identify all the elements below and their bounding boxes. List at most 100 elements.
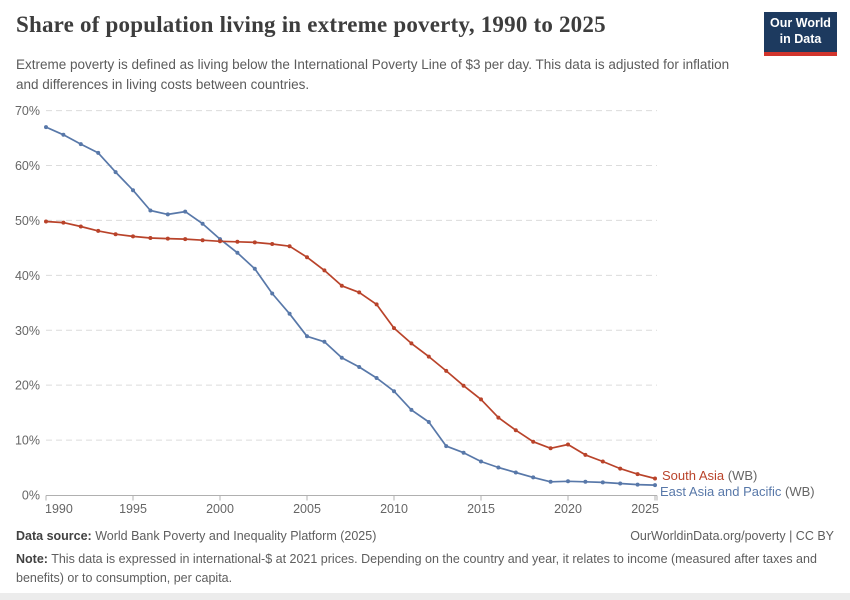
series-point-south-asia[interactable] [183, 237, 188, 242]
series-point-south-asia[interactable] [444, 368, 449, 373]
series-point-east-asia-and-pacific[interactable] [148, 208, 153, 213]
series-point-east-asia-and-pacific[interactable] [252, 266, 257, 271]
series-point-south-asia[interactable] [496, 415, 501, 420]
series-point-south-asia[interactable] [44, 219, 48, 224]
chart-title: Share of population living in extreme po… [16, 12, 606, 37]
series-point-east-asia-and-pacific[interactable] [78, 142, 83, 147]
owid-logo-line2: in Data [779, 32, 822, 46]
series-point-east-asia-and-pacific[interactable] [357, 365, 362, 369]
series-point-south-asia[interactable] [374, 302, 379, 307]
series-point-east-asia-and-pacific[interactable] [426, 420, 431, 424]
chart-subtitle: Extreme poverty is defined as living bel… [16, 57, 730, 93]
series-point-east-asia-and-pacific[interactable] [235, 250, 240, 255]
chart-footer: Data source: World Bank Poverty and Ineq… [16, 529, 834, 588]
series-point-east-asia-and-pacific[interactable] [305, 334, 309, 339]
series-point-south-asia[interactable] [287, 244, 292, 249]
series-point-south-asia[interactable] [322, 268, 327, 273]
data-source-line: Data source: World Bank Poverty and Ineq… [16, 529, 376, 543]
series-point-south-asia[interactable] [235, 239, 240, 244]
series-point-south-asia[interactable] [200, 238, 205, 243]
series-point-south-asia[interactable] [635, 472, 640, 477]
series-point-south-asia[interactable] [548, 446, 553, 451]
y-tick-label: 30% [15, 324, 40, 338]
series-point-south-asia[interactable] [600, 459, 605, 464]
y-tick-label: 0% [22, 489, 40, 503]
y-tick-label: 40% [15, 269, 40, 283]
series-point-east-asia-and-pacific[interactable] [618, 481, 623, 486]
series-point-east-asia-and-pacific[interactable] [409, 407, 414, 412]
series-end-label-south-asia[interactable]: South Asia (WB) [662, 468, 757, 483]
series-point-south-asia[interactable] [357, 290, 362, 295]
series-point-east-asia-and-pacific[interactable] [96, 150, 101, 155]
series-point-east-asia-and-pacific[interactable] [444, 444, 449, 449]
note-label: Note: [16, 552, 48, 566]
series-point-south-asia[interactable] [305, 255, 309, 260]
x-tick-label: 2010 [380, 502, 408, 516]
series-point-east-asia-and-pacific[interactable] [566, 479, 570, 484]
series-point-east-asia-and-pacific[interactable] [322, 339, 327, 344]
series-point-east-asia-and-pacific[interactable] [392, 389, 396, 394]
series-point-east-asia-and-pacific[interactable] [653, 483, 657, 488]
series-line-east-asia-and-pacific[interactable] [45, 126, 656, 486]
series-point-east-asia-and-pacific[interactable] [548, 479, 553, 484]
series-point-south-asia[interactable] [392, 326, 396, 331]
series-point-east-asia-and-pacific[interactable] [270, 291, 275, 296]
series-point-south-asia[interactable] [426, 354, 431, 359]
series-point-east-asia-and-pacific[interactable] [183, 209, 188, 214]
x-tick-label: 2015 [467, 502, 495, 516]
x-tick-label: 2005 [293, 502, 321, 516]
series-point-south-asia[interactable] [252, 240, 257, 245]
series-point-east-asia-and-pacific[interactable] [635, 482, 640, 487]
series-point-south-asia[interactable] [339, 283, 344, 288]
series-point-south-asia[interactable] [479, 397, 483, 402]
series-point-east-asia-and-pacific[interactable] [583, 479, 588, 484]
page-bottom-strip [0, 593, 850, 600]
series-point-south-asia[interactable] [78, 224, 83, 229]
series-point-east-asia-and-pacific[interactable] [531, 475, 536, 480]
series-point-east-asia-and-pacific[interactable] [339, 355, 344, 360]
y-tick-label: 70% [15, 104, 40, 118]
series-point-east-asia-and-pacific[interactable] [113, 170, 118, 175]
series-point-east-asia-and-pacific[interactable] [165, 212, 170, 217]
series-point-south-asia[interactable] [513, 428, 518, 433]
y-tick-label: 10% [15, 434, 40, 448]
series-point-east-asia-and-pacific[interactable] [600, 480, 605, 485]
series-point-south-asia[interactable] [131, 234, 135, 239]
series-point-south-asia[interactable] [218, 239, 222, 244]
series-point-east-asia-and-pacific[interactable] [61, 132, 66, 137]
series-point-east-asia-and-pacific[interactable] [496, 465, 501, 470]
x-tick-label: 2025 [631, 502, 659, 516]
owid-license-link[interactable]: OurWorldinData.org/poverty | CC BY [630, 529, 834, 543]
series-point-south-asia[interactable] [566, 442, 570, 447]
series-point-east-asia-and-pacific[interactable] [44, 125, 48, 130]
series-point-south-asia[interactable] [409, 341, 414, 346]
series-point-east-asia-and-pacific[interactable] [131, 188, 135, 193]
x-tick-label: 2000 [206, 502, 234, 516]
series-point-south-asia[interactable] [531, 439, 536, 444]
series-point-south-asia[interactable] [583, 452, 588, 457]
series-point-south-asia[interactable] [165, 236, 170, 241]
owid-logo[interactable]: Our World in Data [764, 12, 837, 56]
series-point-south-asia[interactable] [653, 476, 657, 481]
series-point-south-asia[interactable] [61, 220, 66, 225]
chart-note: Note: This data is expressed in internat… [16, 550, 832, 588]
series-point-east-asia-and-pacific[interactable] [200, 221, 205, 226]
owid-logo-line1: Our World [770, 16, 831, 31]
series-point-south-asia[interactable] [96, 228, 101, 233]
series-line-south-asia[interactable] [45, 220, 656, 480]
x-tick-label: 2020 [554, 502, 582, 516]
series-point-east-asia-and-pacific[interactable] [287, 311, 292, 316]
series-end-label-east-asia-and-pacific[interactable]: East Asia and Pacific (WB) [660, 484, 815, 499]
series-point-east-asia-and-pacific[interactable] [513, 470, 518, 475]
series-point-south-asia[interactable] [461, 383, 466, 388]
series-point-south-asia[interactable] [148, 236, 153, 240]
data-source-text: World Bank Poverty and Inequality Platfo… [91, 529, 377, 543]
series-point-south-asia[interactable] [113, 232, 118, 237]
series-point-east-asia-and-pacific[interactable] [461, 450, 466, 455]
series-point-south-asia[interactable] [618, 466, 623, 471]
series-point-south-asia[interactable] [270, 242, 275, 246]
series-point-east-asia-and-pacific[interactable] [479, 459, 483, 464]
series-point-east-asia-and-pacific[interactable] [374, 376, 379, 380]
